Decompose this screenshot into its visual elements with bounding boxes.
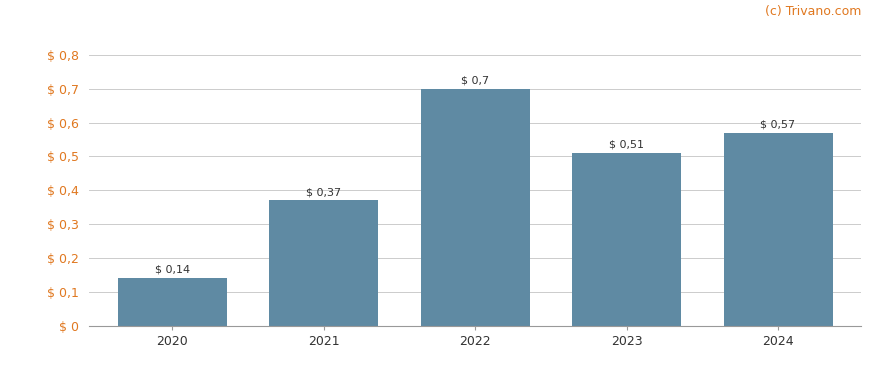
Bar <box>421 89 529 326</box>
Text: (c) Trivano.com: (c) Trivano.com <box>765 5 861 18</box>
Text: $ 0,14: $ 0,14 <box>155 265 190 275</box>
Text: $ 0,37: $ 0,37 <box>306 187 341 197</box>
Bar <box>117 278 226 326</box>
Text: $ 0,7: $ 0,7 <box>461 75 489 85</box>
Bar <box>269 201 378 326</box>
Text: $ 0,51: $ 0,51 <box>609 140 644 150</box>
Bar <box>724 133 833 326</box>
Bar <box>572 153 681 326</box>
Text: $ 0,57: $ 0,57 <box>760 120 796 130</box>
